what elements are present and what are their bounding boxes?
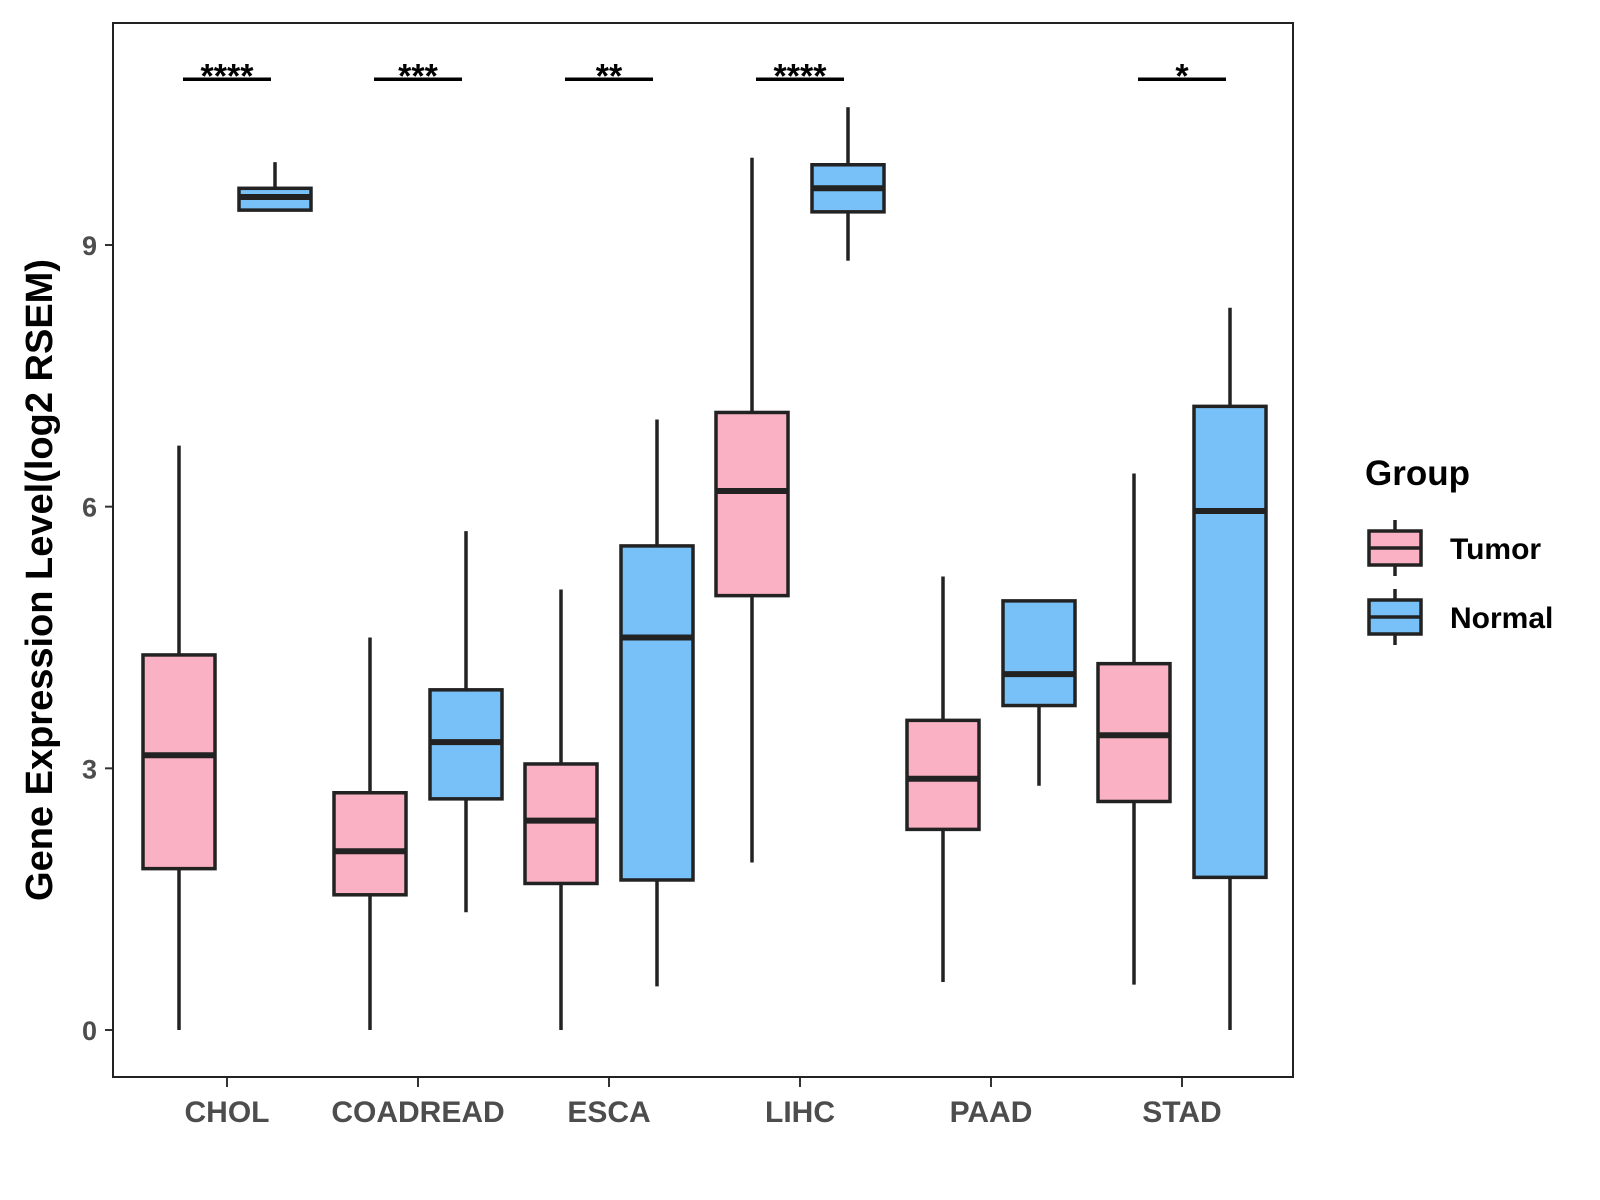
box-iqr — [332, 791, 408, 897]
box-normal-paad — [1001, 599, 1077, 786]
box-iqr — [141, 653, 217, 871]
box-tumor-lihc — [714, 157, 790, 863]
box-tumor-chol — [141, 445, 217, 1030]
significance-label: **** — [201, 57, 255, 95]
box-iqr — [523, 762, 599, 886]
legend-key-normal — [1367, 589, 1423, 645]
box-iqr — [905, 718, 981, 832]
legend: Group Tumor Normal — [1365, 454, 1553, 645]
x-tick-label: PAAD — [950, 1096, 1033, 1129]
x-tick-label: LIHC — [765, 1096, 835, 1129]
legend-label-tumor: Tumor — [1450, 533, 1541, 566]
significance-label: ** — [596, 57, 623, 95]
box-tumor-stad — [1096, 473, 1172, 985]
x-tick-label: STAD — [1142, 1096, 1221, 1129]
box-iqr — [1001, 599, 1077, 708]
box-tumor-esca — [523, 589, 599, 1030]
y-axis-title: Gene Expression Level(log2 RSEM) — [19, 259, 61, 901]
plot-panel-border — [112, 22, 1294, 1078]
box-tumor-coadread — [332, 637, 408, 1030]
legend-label-normal: Normal — [1450, 602, 1553, 635]
box-iqr — [1192, 404, 1268, 880]
legend-key-tumor — [1367, 520, 1423, 576]
significance-label: * — [1175, 57, 1189, 95]
box-normal-lihc — [810, 107, 886, 261]
legend-title: Group — [1365, 454, 1470, 493]
significance-label: *** — [398, 57, 438, 95]
box-normal-coadread — [428, 531, 504, 913]
box-iqr — [619, 544, 695, 882]
y-tick-label: 0 — [82, 1016, 97, 1046]
box-normal-chol — [237, 162, 313, 212]
x-tick-label: CHOL — [185, 1096, 270, 1129]
y-tick-label: 9 — [82, 231, 97, 261]
box-tumor-paad — [905, 576, 981, 983]
box-normal-esca — [619, 419, 695, 987]
x-tick-label: ESCA — [567, 1096, 650, 1129]
y-tick-label: 6 — [82, 493, 97, 523]
x-tick-label: COADREAD — [331, 1096, 504, 1129]
y-tick-label: 3 — [82, 754, 97, 784]
box-normal-stad — [1192, 307, 1268, 1030]
box-iqr — [714, 410, 790, 598]
significance-label: **** — [774, 57, 828, 95]
